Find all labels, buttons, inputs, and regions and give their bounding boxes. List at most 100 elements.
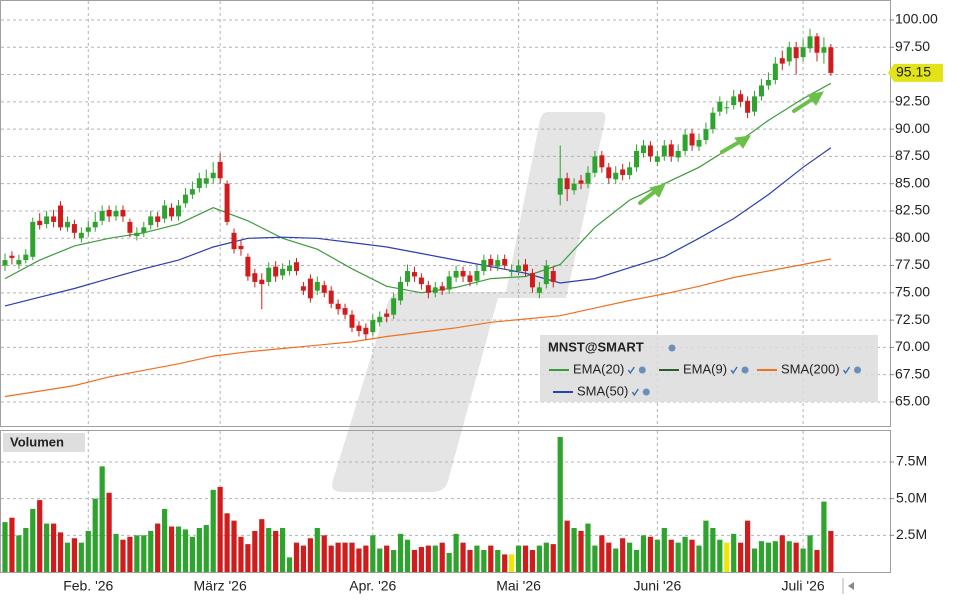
volume-bar [606, 542, 612, 572]
volume-bar [391, 549, 397, 572]
volume-bar [23, 527, 29, 572]
candle-body [266, 267, 272, 282]
volume-bar [675, 542, 681, 572]
volume-bar [266, 527, 272, 572]
candle-body [377, 316, 383, 323]
volume-bar [578, 530, 584, 572]
volume-bar [377, 548, 383, 572]
volume-title: Volumen [10, 434, 64, 449]
candle-body [613, 172, 619, 180]
y-tick-label: 67.50 [895, 365, 930, 381]
candle-body [592, 156, 598, 173]
volume-bar [175, 526, 182, 572]
volume-bar [85, 530, 91, 572]
volume-bar [502, 554, 508, 572]
scroll-arrow[interactable] [848, 582, 854, 590]
legend-label: EMA(20) [573, 361, 624, 376]
volume-bar [744, 520, 751, 572]
legend-settings [854, 366, 862, 374]
y-tick-label: 87.50 [895, 147, 930, 163]
candle-body [585, 172, 591, 184]
volume-bar [557, 437, 563, 572]
candle-body [731, 96, 737, 106]
volume-bar [529, 549, 536, 572]
volume-bar [50, 523, 57, 572]
volume-bar [488, 545, 494, 572]
candle-body [252, 273, 258, 282]
volume-bar [543, 542, 549, 572]
candle-body [78, 232, 84, 239]
candle-body [710, 112, 716, 130]
candle-body [606, 167, 612, 179]
volume-bar [314, 527, 320, 572]
candle-body [287, 265, 293, 271]
candle-body [307, 278, 313, 299]
volume-bar [550, 544, 556, 572]
volume-bar [182, 529, 189, 572]
volume-bar [127, 536, 133, 572]
x-tick-label: März '26 [194, 578, 247, 594]
legend-check [730, 366, 738, 375]
candle-body [134, 232, 140, 237]
volume-bar [779, 535, 785, 572]
candle-body [745, 100, 751, 113]
volume-bar [599, 535, 605, 572]
candle-body [370, 320, 376, 333]
candle-body [717, 101, 723, 112]
volume-bar [280, 527, 286, 572]
volume-bar [217, 486, 223, 572]
volume-bar [2, 522, 8, 572]
volume-bar [162, 508, 168, 572]
trend-arrows [638, 91, 824, 205]
volume-bar [751, 548, 758, 572]
volume-bar [404, 539, 411, 572]
x-tick-label: Juni '26 [633, 578, 681, 594]
candle-body [467, 275, 473, 282]
candle-body [44, 216, 50, 225]
arrow-head [807, 91, 824, 106]
candle-body [564, 178, 570, 190]
candle-body [446, 276, 452, 290]
candle-body [176, 205, 181, 217]
candle-body [391, 298, 397, 315]
y-tick-label: 82.50 [895, 202, 930, 218]
volume-bar [814, 549, 820, 572]
volume-bar [92, 498, 98, 572]
candle-body [675, 150, 681, 158]
volume-bar [286, 557, 293, 572]
legend-box [540, 335, 878, 402]
candle-body [557, 178, 563, 195]
candle-body [58, 205, 64, 228]
volume-bar [592, 545, 598, 572]
y-tick-label: 65.00 [895, 393, 930, 409]
volume-bar [432, 545, 438, 572]
volume-bar [668, 539, 674, 572]
candle-body [779, 58, 785, 64]
y-tick-label: 77.50 [895, 256, 930, 272]
volume-bar [613, 548, 619, 572]
y-tick-label: 92.50 [895, 93, 930, 109]
x-tick-label: Juli '26 [782, 578, 825, 594]
legend-settings [741, 366, 749, 374]
volume-panel [0, 430, 891, 573]
candle-body [786, 47, 792, 62]
candle-body [752, 96, 758, 112]
candle-body [210, 172, 216, 179]
legend-title: MNST@SMART [548, 339, 644, 354]
volume-bar [717, 539, 723, 572]
candle-body [182, 194, 188, 204]
volume-bar [738, 542, 744, 572]
moving-average-line [4, 147, 832, 307]
volume-bar [113, 533, 119, 572]
y-tick-label: 100.00 [895, 11, 938, 27]
volume-bar [356, 548, 362, 572]
volume-bar [509, 554, 515, 572]
volume-bar [439, 542, 445, 572]
volume-bar [661, 527, 667, 572]
volume-bar [397, 533, 404, 572]
volume-bar [800, 548, 806, 572]
legend-check [842, 366, 851, 375]
volume-bar [203, 525, 209, 572]
volume-bar [474, 545, 480, 572]
candle-body [772, 63, 778, 80]
